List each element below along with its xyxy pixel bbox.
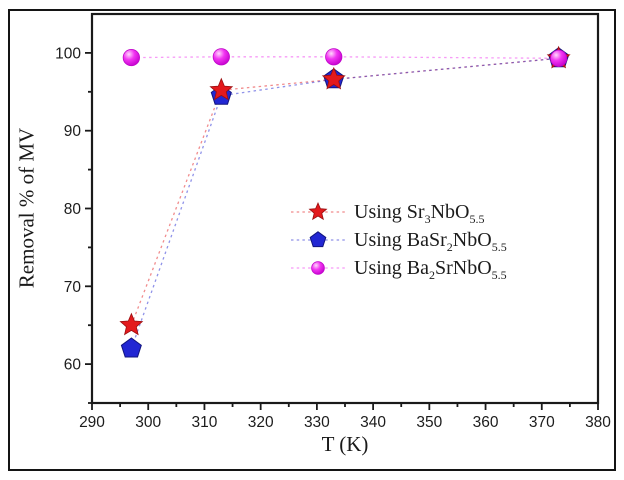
x-tick-label: 380	[585, 414, 611, 431]
y-tick-label: 90	[64, 123, 82, 140]
data-point-pentagon	[120, 337, 142, 358]
x-tick-label: 350	[416, 414, 442, 431]
x-tick-label: 360	[473, 414, 499, 431]
x-tick-label: 320	[248, 414, 274, 431]
series-line-0	[130, 57, 559, 326]
data-point-star	[308, 201, 328, 221]
circle-marker-icon	[291, 261, 345, 275]
y-tick-label: 60	[64, 357, 82, 374]
data-point-circle	[550, 49, 568, 67]
series-line-1	[130, 57, 559, 349]
data-point-pentagon	[309, 231, 327, 248]
pentagon-marker-icon	[291, 231, 345, 248]
legend-label: Using Ba2SrNbO5.5	[354, 256, 507, 282]
data-point-star	[209, 77, 234, 101]
legend-label: Using BaSr2NbO5.5	[354, 228, 507, 254]
data-point-circle	[122, 48, 140, 67]
data-point-star	[119, 312, 144, 336]
x-tick-label: 340	[360, 414, 386, 431]
data-point-star	[321, 66, 346, 90]
y-tick-label: 100	[55, 45, 81, 62]
series-markers-2	[122, 48, 568, 67]
legend-item-sr3nbo: Using Sr3NbO5.5	[289, 198, 507, 226]
legend: Using Sr3NbO5.5 Using BaSr2NbO5.5 Using …	[289, 198, 507, 282]
legend-item-basr2nbo: Using BaSr2NbO5.5	[289, 226, 507, 254]
x-tick-label: 300	[135, 414, 161, 431]
x-tick-label: 310	[192, 414, 218, 431]
legend-label: Using Sr3NbO5.5	[354, 200, 485, 226]
star-marker-icon	[291, 201, 345, 221]
series-line-2	[131, 56, 559, 59]
x-tick-label: 370	[529, 414, 555, 431]
y-tick-label: 70	[64, 279, 82, 296]
data-point-circle	[212, 48, 230, 66]
y-axis-ticks: 60 70 80 90 100	[55, 45, 92, 404]
data-point-circle	[311, 261, 325, 275]
x-axis-title: T (K)	[321, 432, 369, 456]
x-tick-label: 330	[304, 414, 330, 431]
y-tick-label: 80	[64, 201, 82, 218]
data-point-circle	[325, 48, 343, 66]
legend-item-ba2srnbo: Using Ba2SrNbO5.5	[289, 254, 507, 282]
y-axis-title: Removal % of MV	[14, 127, 39, 289]
x-axis-ticks: 290 300 310 320 330 340 350 360 370 380	[79, 403, 611, 431]
x-tick-label: 290	[79, 414, 105, 431]
